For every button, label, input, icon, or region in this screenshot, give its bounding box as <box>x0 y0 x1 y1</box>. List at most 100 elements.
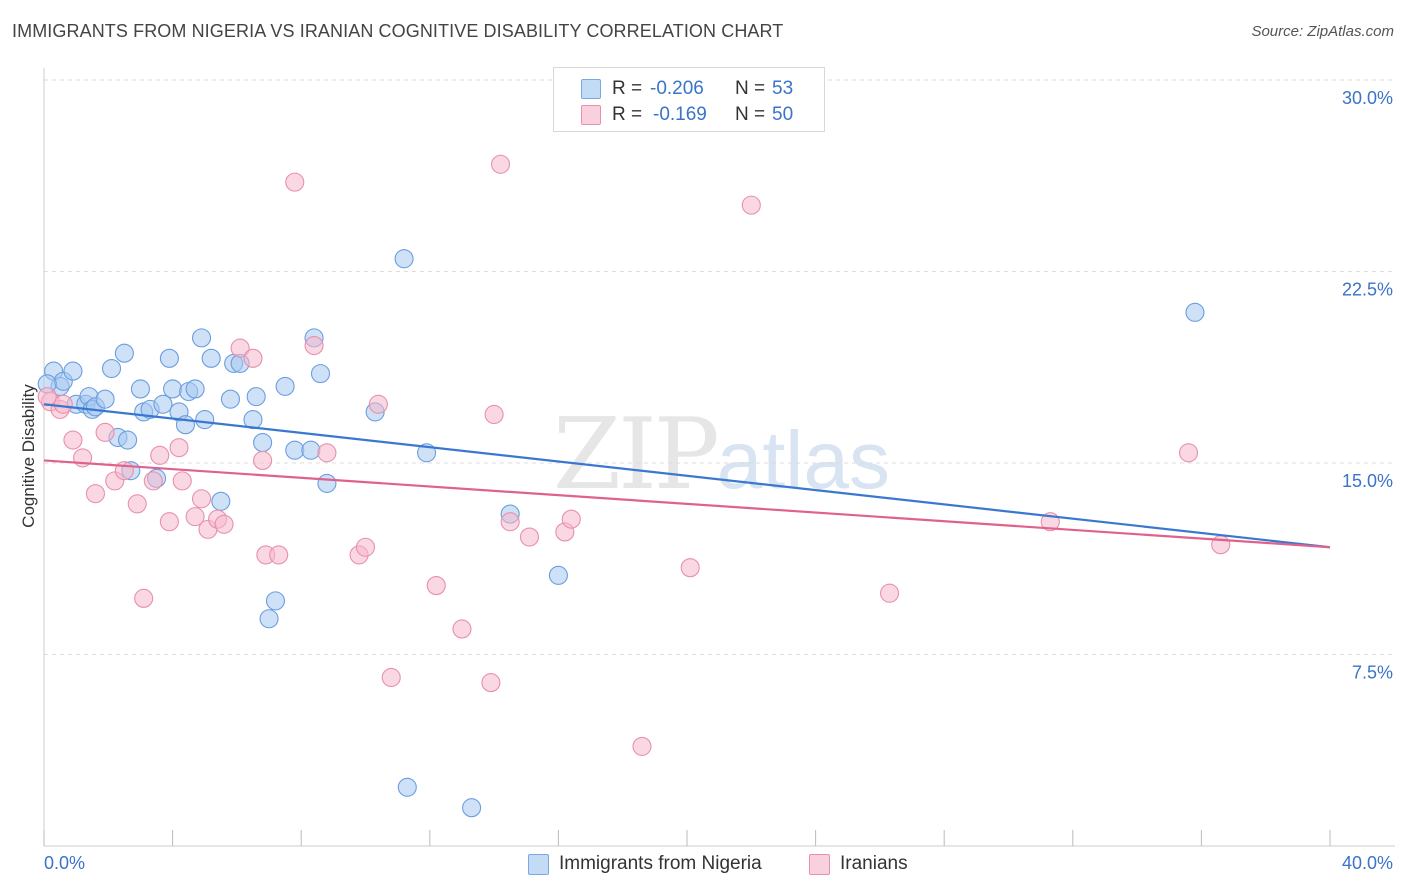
trend-lines <box>43 403 1331 549</box>
point-nigeria <box>101 358 122 379</box>
point-nigeria <box>211 491 231 511</box>
point-nigeria <box>301 440 321 460</box>
point-iranians <box>85 484 105 504</box>
legend-label-iranians: Iranians <box>840 853 908 874</box>
y-tick-label: 7.5% <box>1352 663 1393 683</box>
point-iranians <box>680 558 700 578</box>
point-nigeria <box>548 565 568 585</box>
stats-row-iranians: R = -0.169 N = 50 <box>554 102 824 130</box>
point-nigeria <box>462 798 482 818</box>
y-tick-label: 15.0% <box>1342 471 1393 491</box>
point-iranians <box>63 430 83 450</box>
point-nigeria <box>185 379 205 399</box>
point-nigeria <box>285 440 305 460</box>
stats-n-label: N = <box>735 104 766 125</box>
point-iranians <box>185 507 205 527</box>
point-nigeria <box>114 343 134 363</box>
stats-r-value: -0.169 <box>653 104 707 125</box>
tick-labels: 7.5% 15.0% 22.5% 30.0% 0.0% 40.0% Cognitive Di… <box>19 88 1393 873</box>
point-nigeria <box>153 394 173 414</box>
stats-r-label: R = <box>612 78 643 99</box>
point-iranians <box>191 489 212 509</box>
data-points <box>37 154 1231 818</box>
point-iranians <box>741 195 761 215</box>
point-nigeria <box>317 473 337 493</box>
point-nigeria <box>163 379 183 399</box>
legend-swatch-nigeria <box>528 854 549 875</box>
x-tick-label: 0.0% <box>44 853 85 873</box>
point-iranians <box>172 471 192 491</box>
y-tick-label: 22.5% <box>1342 280 1393 300</box>
y-tick-label: 30.0% <box>1342 88 1393 108</box>
point-nigeria <box>201 348 221 368</box>
legend-swatch-iranians <box>809 854 830 875</box>
point-iranians <box>214 514 234 534</box>
x-tick-label: 40.0% <box>1342 853 1393 873</box>
point-nigeria <box>159 348 179 368</box>
point-iranians <box>53 394 73 414</box>
chart-title: IMMIGRANTS FROM NIGERIA VS IRANIAN COGNI… <box>12 21 784 41</box>
stats-swatch-iranians <box>581 105 601 125</box>
point-iranians <box>134 588 154 608</box>
point-nigeria <box>95 389 115 409</box>
point-nigeria <box>310 364 331 384</box>
point-iranians <box>500 512 520 532</box>
point-iranians <box>95 422 115 442</box>
point-nigeria <box>191 328 212 348</box>
watermark: ZIPatlas <box>553 398 890 512</box>
point-iranians <box>127 494 147 514</box>
point-nigeria <box>1185 302 1205 322</box>
point-iranians <box>368 394 388 414</box>
trend-line-iranians <box>43 459 1331 549</box>
point-iranians <box>253 450 273 470</box>
point-iranians <box>169 438 189 458</box>
watermark-zip: ZIP <box>553 398 720 512</box>
point-iranians <box>490 154 511 174</box>
point-iranians <box>484 404 504 425</box>
point-nigeria <box>195 410 215 430</box>
point-iranians <box>159 512 179 532</box>
axes <box>43 68 1395 847</box>
trend-line-nigeria <box>43 403 1331 549</box>
point-iranians <box>1178 443 1199 463</box>
point-iranians <box>519 527 540 547</box>
point-iranians <box>285 172 305 192</box>
stats-box: R = -0.206 N = 53 R = -0.169 N = 50 <box>553 67 825 132</box>
stats-r-label: R = <box>612 104 643 125</box>
legend: Immigrants from Nigeria Iranians <box>0 852 1406 878</box>
point-iranians <box>304 335 324 356</box>
point-nigeria <box>220 389 241 409</box>
stats-n-value: 50 <box>772 104 794 125</box>
point-nigeria <box>259 609 279 629</box>
point-iranians <box>317 443 337 463</box>
point-iranians <box>243 348 263 368</box>
point-iranians <box>230 338 250 358</box>
point-iranians <box>632 736 652 756</box>
point-nigeria <box>397 777 417 797</box>
stats-n-label: N = <box>735 78 766 99</box>
point-iranians <box>355 537 376 557</box>
point-iranians <box>561 509 581 529</box>
point-nigeria <box>63 361 83 381</box>
point-nigeria <box>265 591 286 611</box>
point-nigeria <box>246 387 266 407</box>
point-iranians <box>269 545 289 565</box>
point-iranians <box>381 667 401 688</box>
point-iranians <box>37 387 57 407</box>
watermark-atlas: atlas <box>716 415 890 506</box>
point-iranians <box>143 471 163 491</box>
y-axis-title: Cognitive Disability <box>19 384 38 528</box>
point-iranians <box>452 619 472 639</box>
legend-label-nigeria: Immigrants from Nigeria <box>559 853 762 874</box>
stats-swatch-nigeria <box>581 79 601 99</box>
point-iranians <box>426 576 446 596</box>
source-label: Source: ZipAtlas.com <box>1251 23 1394 40</box>
point-nigeria <box>253 433 273 453</box>
point-nigeria <box>118 430 138 450</box>
point-nigeria <box>130 379 150 399</box>
stats-n-value: 53 <box>772 78 794 99</box>
stats-r-value: -0.206 <box>650 78 704 99</box>
point-iranians <box>150 445 170 465</box>
point-iranians <box>481 673 501 693</box>
